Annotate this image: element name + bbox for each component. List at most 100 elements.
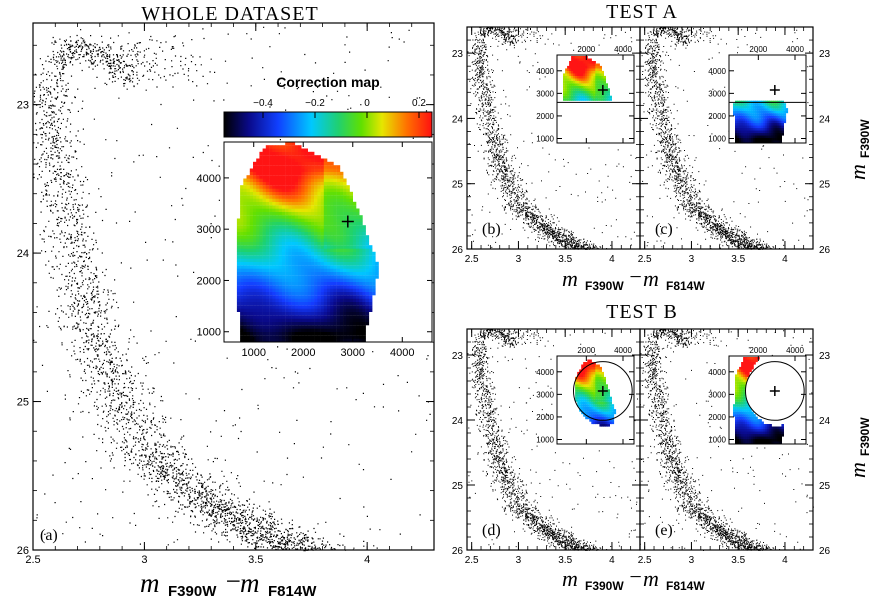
map-cell (591, 404, 594, 407)
map-cell (567, 90, 570, 94)
map-cell (589, 394, 592, 397)
map-cell (246, 195, 250, 199)
map-cell (298, 165, 302, 169)
map-cell (236, 241, 241, 246)
map-cell (240, 215, 244, 219)
map-cell (330, 251, 334, 256)
map-cell (327, 175, 331, 179)
map-cell (352, 235, 357, 239)
map-cell (265, 335, 270, 339)
map-cell (323, 338, 328, 342)
map-cell (269, 158, 273, 162)
map-cell (579, 65, 582, 69)
map-cell (611, 404, 615, 407)
map-cell (359, 338, 363, 342)
map-cell (262, 151, 267, 156)
map-cell (298, 281, 302, 286)
map-cell (314, 245, 318, 249)
map-cell (256, 188, 260, 192)
map-cell (317, 328, 321, 332)
map-cell (743, 429, 746, 432)
map-cell (739, 120, 742, 124)
map-cell (565, 73, 568, 76)
map-cell (753, 416, 756, 420)
inset-x-tick-label: 4000 (786, 346, 804, 355)
map-cell (253, 211, 257, 216)
map-cell (735, 384, 738, 387)
map-cell (327, 215, 331, 219)
map-cell (593, 366, 596, 370)
map-cell (294, 318, 299, 322)
map-cell (294, 331, 299, 336)
map-cell (603, 95, 606, 99)
map-cell (262, 255, 267, 259)
map-cell (339, 338, 344, 342)
map-cell (240, 201, 244, 206)
map-cell (595, 396, 598, 400)
map-cell (304, 255, 308, 259)
map-cell (735, 105, 738, 109)
map-cell (352, 275, 357, 279)
map-cell (240, 321, 244, 326)
map-cell (579, 61, 582, 64)
map-cell (262, 285, 267, 289)
map-cell (301, 208, 305, 212)
map-cell (563, 93, 566, 96)
map-cell (349, 315, 353, 319)
map-cell (352, 218, 357, 222)
map-cell (243, 271, 247, 276)
map-cell (346, 205, 350, 209)
y-axis-label-test-b: m F390W (845, 417, 872, 478)
map-cell (278, 175, 283, 179)
map-cell (236, 218, 241, 222)
map-cell (281, 325, 286, 329)
map-cell (301, 188, 305, 192)
map-cell (589, 88, 592, 91)
svg-text:F814W: F814W (666, 279, 705, 293)
map-cell (333, 225, 337, 229)
map-cell (749, 436, 752, 439)
map-cell (323, 178, 328, 182)
inset-y-tick-label: 3000 (197, 224, 221, 236)
y-tick-label: 26 (819, 546, 831, 557)
map-cell (288, 145, 292, 149)
map-cell (253, 188, 257, 192)
map-cell (285, 311, 289, 316)
map-cell (301, 251, 305, 256)
map-cell (240, 261, 244, 266)
map-cell (272, 265, 276, 269)
map-cell (575, 399, 578, 402)
map-cell (343, 185, 347, 189)
map-cell (236, 301, 241, 306)
map-cell (246, 175, 250, 179)
map-cell (262, 288, 267, 292)
map-cell (356, 311, 360, 316)
map-cell (779, 123, 782, 126)
map-cell (735, 438, 738, 442)
map-cell (781, 110, 784, 114)
map-cell (294, 181, 299, 186)
map-cell (298, 311, 302, 316)
map-cell (747, 110, 750, 114)
map-cell (291, 258, 296, 262)
map-cell (755, 103, 758, 106)
map-cell (773, 431, 776, 435)
map-cell (761, 434, 764, 437)
map-cell (577, 90, 580, 94)
map-cell (298, 148, 302, 152)
map-cell (298, 305, 302, 309)
map-cell (362, 225, 366, 229)
map-cell (605, 414, 608, 417)
map-cell (575, 85, 578, 89)
map-cell (767, 431, 770, 435)
map-cell (253, 225, 257, 229)
map-cell (779, 105, 782, 109)
map-cell (349, 208, 353, 212)
inset-x-tick-label: 4000 (390, 347, 414, 359)
map-cell (585, 90, 588, 94)
map-cell (769, 108, 772, 111)
map-cell (349, 338, 353, 342)
map-cell (294, 288, 299, 292)
y-tick-label: 24 (819, 416, 831, 427)
map-cell (307, 245, 312, 249)
